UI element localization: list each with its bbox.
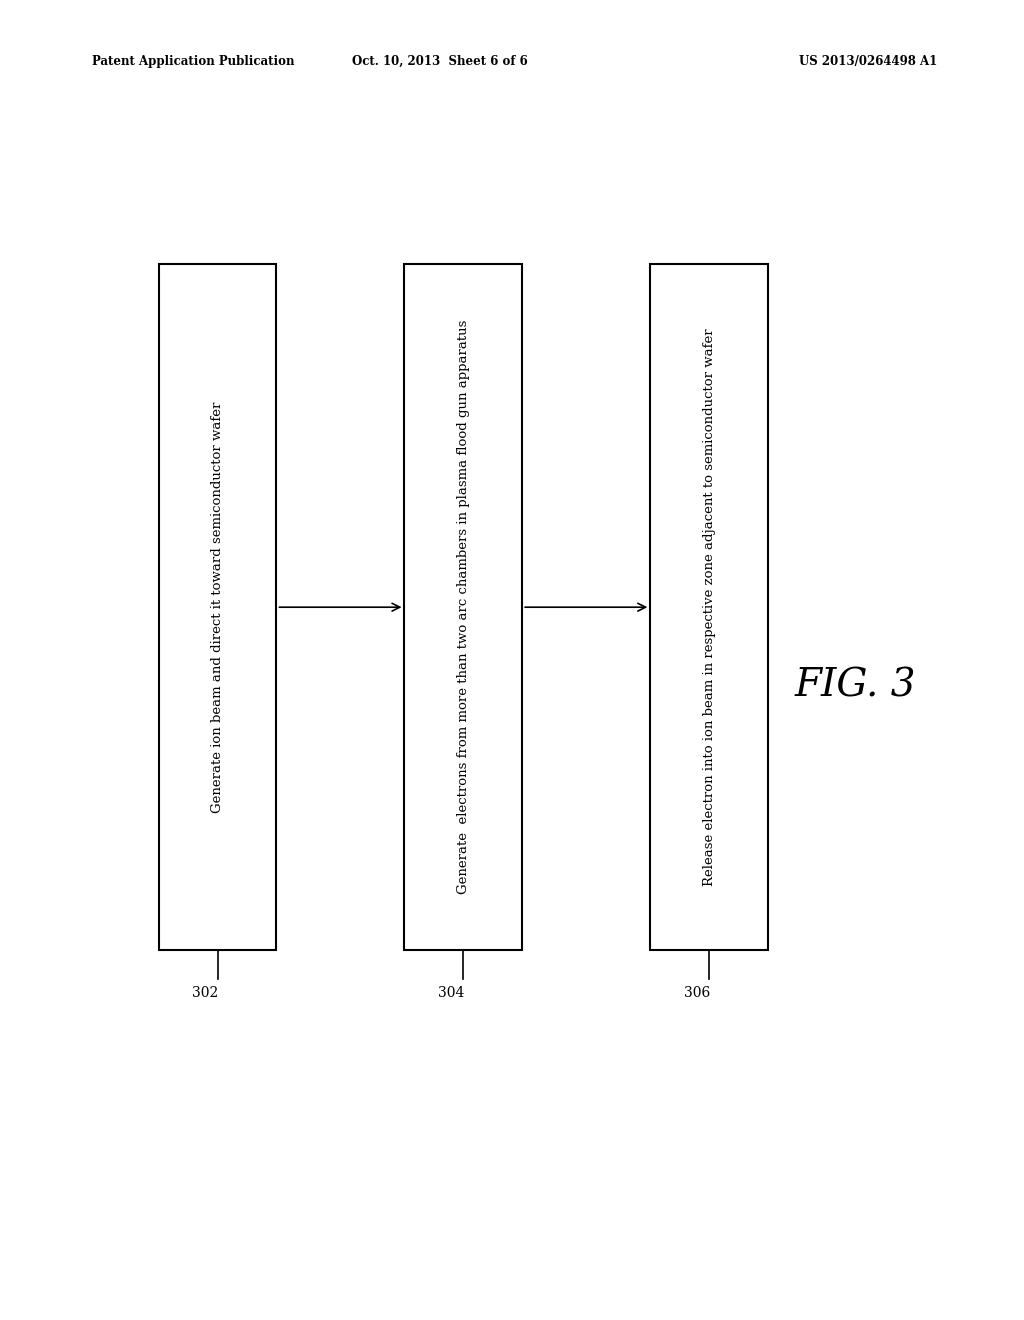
- Text: 302: 302: [193, 986, 218, 1001]
- Text: Generate ion beam and direct it toward semiconductor wafer: Generate ion beam and direct it toward s…: [211, 401, 224, 813]
- Bar: [404, 264, 522, 950]
- Text: Generate  electrons from more than two arc chambers in plasma flood gun apparatu: Generate electrons from more than two ar…: [457, 319, 470, 895]
- Text: US 2013/0264498 A1: US 2013/0264498 A1: [799, 55, 937, 69]
- Text: Oct. 10, 2013  Sheet 6 of 6: Oct. 10, 2013 Sheet 6 of 6: [352, 55, 528, 69]
- Text: Patent Application Publication: Patent Application Publication: [92, 55, 295, 69]
- Text: 306: 306: [684, 986, 710, 1001]
- Text: FIG. 3: FIG. 3: [795, 668, 915, 705]
- Text: Release electron into ion beam in respective zone adjacent to semiconductor wafe: Release electron into ion beam in respec…: [702, 329, 716, 886]
- Bar: [159, 264, 276, 950]
- Bar: [650, 264, 768, 950]
- Text: 304: 304: [438, 986, 464, 1001]
